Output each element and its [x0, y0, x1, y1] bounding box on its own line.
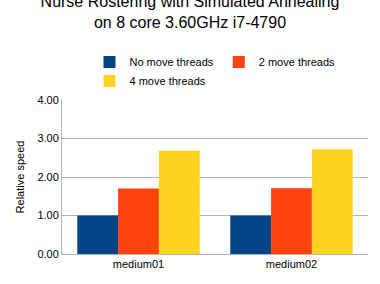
- svg-text:4.00: 4.00: [37, 94, 58, 106]
- svg-text:1.00: 1.00: [37, 209, 58, 221]
- svg-text:2 move threads: 2 move threads: [259, 56, 335, 68]
- svg-text:0.00: 0.00: [37, 248, 58, 260]
- svg-text:medium02: medium02: [266, 258, 317, 270]
- svg-text:Nurse Rostering with Simulated: Nurse Rostering with Simulated Annealing…: [41, 0, 340, 31]
- svg-text:2.00: 2.00: [37, 171, 58, 183]
- svg-text:medium01: medium01: [113, 258, 164, 270]
- svg-text:4 move threads: 4 move threads: [130, 75, 206, 87]
- svg-text:Relative speed: Relative speed: [14, 141, 26, 214]
- svg-text:3.00: 3.00: [37, 132, 58, 144]
- svg-text:No move threads: No move threads: [130, 56, 214, 68]
